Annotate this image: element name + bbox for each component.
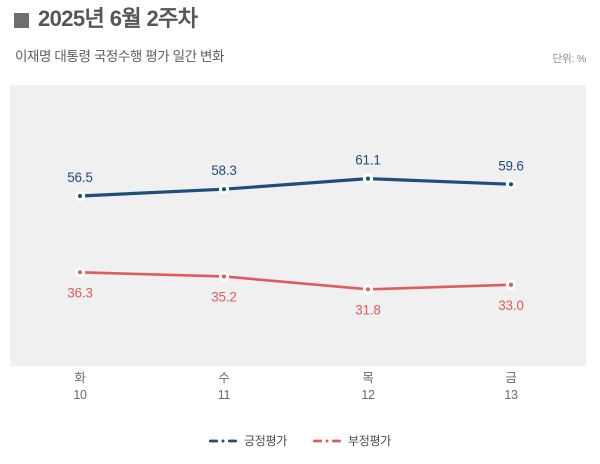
legend-item-positive[interactable]: 긍정평가 <box>209 432 287 449</box>
data-label: 58.3 <box>211 163 236 178</box>
line-chart: 56.5 58.3 61.1 59.6 36.3 35.2 31.8 33.0 <box>67 153 524 318</box>
x-axis-tick: 수 11 <box>217 370 231 404</box>
data-point[interactable] <box>365 176 371 181</box>
series-line-negative <box>78 271 513 291</box>
page-title: 2025년 6월 2주차 <box>38 6 198 31</box>
x-axis-tick: 금 13 <box>504 370 518 404</box>
x-tick-date: 12 <box>361 388 375 402</box>
x-axis-tick: 화 10 <box>73 370 87 404</box>
data-label: 59.6 <box>498 158 523 173</box>
data-point[interactable] <box>508 182 514 187</box>
legend-marker-icon <box>313 439 341 442</box>
legend-label: 부정평가 <box>348 434 391 448</box>
unit-label: 단위: % <box>552 53 587 65</box>
x-tick-date: 11 <box>217 388 231 402</box>
chart-header: 2025년 6월 2주차 이재명 대통령 국정수행 평가 일간 변화 단위: % <box>0 0 600 85</box>
x-tick-date: 13 <box>504 388 518 402</box>
legend-item-negative[interactable]: 부정평가 <box>313 432 391 449</box>
series-line-positive <box>78 177 513 198</box>
title-row: 2025년 6월 2주차 <box>14 6 198 31</box>
data-label: 56.5 <box>67 170 92 185</box>
legend-label: 긍정평가 <box>244 434 287 448</box>
x-tick-day: 수 <box>218 371 230 385</box>
legend-marker-icon <box>209 439 238 442</box>
data-point[interactable] <box>77 193 83 199</box>
x-axis: 화 10 수 11 목 12 금 13 <box>10 370 586 414</box>
data-point[interactable] <box>508 282 514 287</box>
data-point[interactable] <box>77 270 83 275</box>
square-bullet-icon <box>14 13 29 28</box>
data-label: 35.2 <box>211 289 236 304</box>
data-label: 33.0 <box>498 298 523 313</box>
x-tick-day: 화 <box>74 371 86 385</box>
x-tick-day: 목 <box>362 371 374 385</box>
chart-legend: 긍정평가 부정평가 <box>0 432 600 449</box>
data-label: 61.1 <box>355 153 380 168</box>
x-axis-tick: 목 12 <box>361 370 375 404</box>
data-label: 31.8 <box>355 302 380 317</box>
chart-subtitle: 이재명 대통령 국정수행 평가 일간 변화 <box>15 49 225 64</box>
x-tick-day: 금 <box>505 371 517 385</box>
data-point[interactable] <box>221 274 227 279</box>
data-label: 36.3 <box>67 285 92 300</box>
data-point[interactable] <box>365 287 371 292</box>
chart-panel: 56.5 58.3 61.1 59.6 36.3 35.2 31.8 33.0 <box>10 85 586 366</box>
x-tick-date: 10 <box>73 388 87 402</box>
data-point[interactable] <box>221 187 227 192</box>
